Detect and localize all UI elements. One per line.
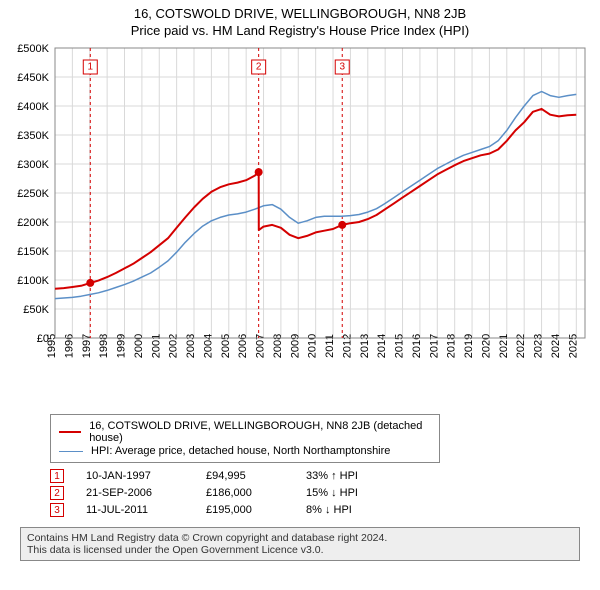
legend: 16, COTSWOLD DRIVE, WELLINGBOROUGH, NN8 … bbox=[50, 414, 440, 463]
svg-text:1999: 1999 bbox=[116, 334, 128, 358]
event-price: £195,000 bbox=[206, 504, 306, 516]
svg-text:£150K: £150K bbox=[17, 246, 49, 258]
event-date: 11-JUL-2011 bbox=[86, 504, 206, 516]
svg-text:2019: 2019 bbox=[463, 334, 475, 358]
svg-text:2004: 2004 bbox=[202, 334, 214, 358]
line-chart: £0£50K£100K£150K£200K£250K£300K£350K£400… bbox=[0, 38, 600, 408]
event-price: £94,995 bbox=[206, 470, 306, 482]
svg-text:£450K: £450K bbox=[17, 72, 49, 84]
event-marker: 3 bbox=[50, 503, 64, 517]
event-row: 1 10-JAN-1997£94,99533% ↑ HPI bbox=[50, 469, 580, 483]
svg-text:2012: 2012 bbox=[341, 334, 353, 358]
svg-text:2000: 2000 bbox=[133, 334, 145, 358]
footer-line: Contains HM Land Registry data © Crown c… bbox=[27, 532, 573, 544]
svg-text:2015: 2015 bbox=[394, 334, 406, 358]
svg-text:1996: 1996 bbox=[63, 334, 75, 358]
svg-text:2002: 2002 bbox=[168, 334, 180, 358]
event-marker: 2 bbox=[50, 486, 64, 500]
event-price: £186,000 bbox=[206, 487, 306, 499]
svg-text:1998: 1998 bbox=[98, 334, 110, 358]
footer-attribution: Contains HM Land Registry data © Crown c… bbox=[20, 527, 580, 561]
svg-text:£350K: £350K bbox=[17, 130, 49, 142]
svg-text:1997: 1997 bbox=[81, 334, 93, 358]
svg-text:2023: 2023 bbox=[533, 334, 545, 358]
svg-text:2013: 2013 bbox=[359, 334, 371, 358]
svg-text:2001: 2001 bbox=[150, 334, 162, 358]
event-row: 3 11-JUL-2011£195,0008% ↓ HPI bbox=[50, 503, 580, 517]
footer-line: This data is licensed under the Open Gov… bbox=[27, 544, 573, 556]
chart-titles: 16, COTSWOLD DRIVE, WELLINGBOROUGH, NN8 … bbox=[0, 0, 600, 38]
legend-swatch bbox=[59, 451, 83, 452]
event-date: 21-SEP-2006 bbox=[86, 487, 206, 499]
svg-text:2008: 2008 bbox=[272, 334, 284, 358]
chart-area: £0£50K£100K£150K£200K£250K£300K£350K£400… bbox=[0, 38, 600, 408]
svg-text:2024: 2024 bbox=[550, 334, 562, 358]
svg-text:1995: 1995 bbox=[46, 334, 58, 358]
svg-text:£100K: £100K bbox=[17, 275, 49, 287]
svg-text:2025: 2025 bbox=[567, 334, 579, 358]
svg-text:£200K: £200K bbox=[17, 217, 49, 229]
svg-text:£50K: £50K bbox=[23, 304, 49, 316]
svg-text:£400K: £400K bbox=[17, 101, 49, 113]
svg-text:2014: 2014 bbox=[376, 334, 388, 358]
svg-text:2018: 2018 bbox=[446, 334, 458, 358]
svg-text:3: 3 bbox=[339, 62, 345, 73]
svg-text:2007: 2007 bbox=[255, 334, 267, 358]
chart-title-line1: 16, COTSWOLD DRIVE, WELLINGBOROUGH, NN8 … bbox=[0, 6, 600, 21]
svg-text:£300K: £300K bbox=[17, 159, 49, 171]
chart-title-line2: Price paid vs. HM Land Registry's House … bbox=[0, 23, 600, 38]
svg-text:2: 2 bbox=[256, 62, 262, 73]
legend-swatch bbox=[59, 431, 81, 433]
legend-label: HPI: Average price, detached house, Nort… bbox=[91, 445, 390, 457]
svg-text:2017: 2017 bbox=[428, 334, 440, 358]
event-pct: 15% ↓ HPI bbox=[306, 487, 358, 499]
svg-text:1: 1 bbox=[87, 62, 93, 73]
event-list: 1 10-JAN-1997£94,99533% ↑ HPI 2 21-SEP-2006… bbox=[50, 469, 580, 517]
event-pct: 8% ↓ HPI bbox=[306, 504, 352, 516]
legend-label: 16, COTSWOLD DRIVE, WELLINGBOROUGH, NN8 … bbox=[89, 420, 431, 444]
svg-text:2005: 2005 bbox=[220, 334, 232, 358]
legend-item: HPI: Average price, detached house, Nort… bbox=[59, 445, 431, 457]
svg-text:2003: 2003 bbox=[185, 334, 197, 358]
legend-item: 16, COTSWOLD DRIVE, WELLINGBOROUGH, NN8 … bbox=[59, 420, 431, 444]
event-marker: 1 bbox=[50, 469, 64, 483]
svg-text:2009: 2009 bbox=[289, 334, 301, 358]
svg-text:2021: 2021 bbox=[498, 334, 510, 358]
svg-text:2016: 2016 bbox=[411, 334, 423, 358]
svg-text:2022: 2022 bbox=[515, 334, 527, 358]
event-row: 2 21-SEP-2006£186,00015% ↓ HPI bbox=[50, 486, 580, 500]
svg-text:2010: 2010 bbox=[307, 334, 319, 358]
svg-text:2006: 2006 bbox=[237, 334, 249, 358]
svg-text:2020: 2020 bbox=[480, 334, 492, 358]
event-date: 10-JAN-1997 bbox=[86, 470, 206, 482]
svg-text:£500K: £500K bbox=[17, 43, 49, 55]
svg-text:£250K: £250K bbox=[17, 188, 49, 200]
event-pct: 33% ↑ HPI bbox=[306, 470, 358, 482]
